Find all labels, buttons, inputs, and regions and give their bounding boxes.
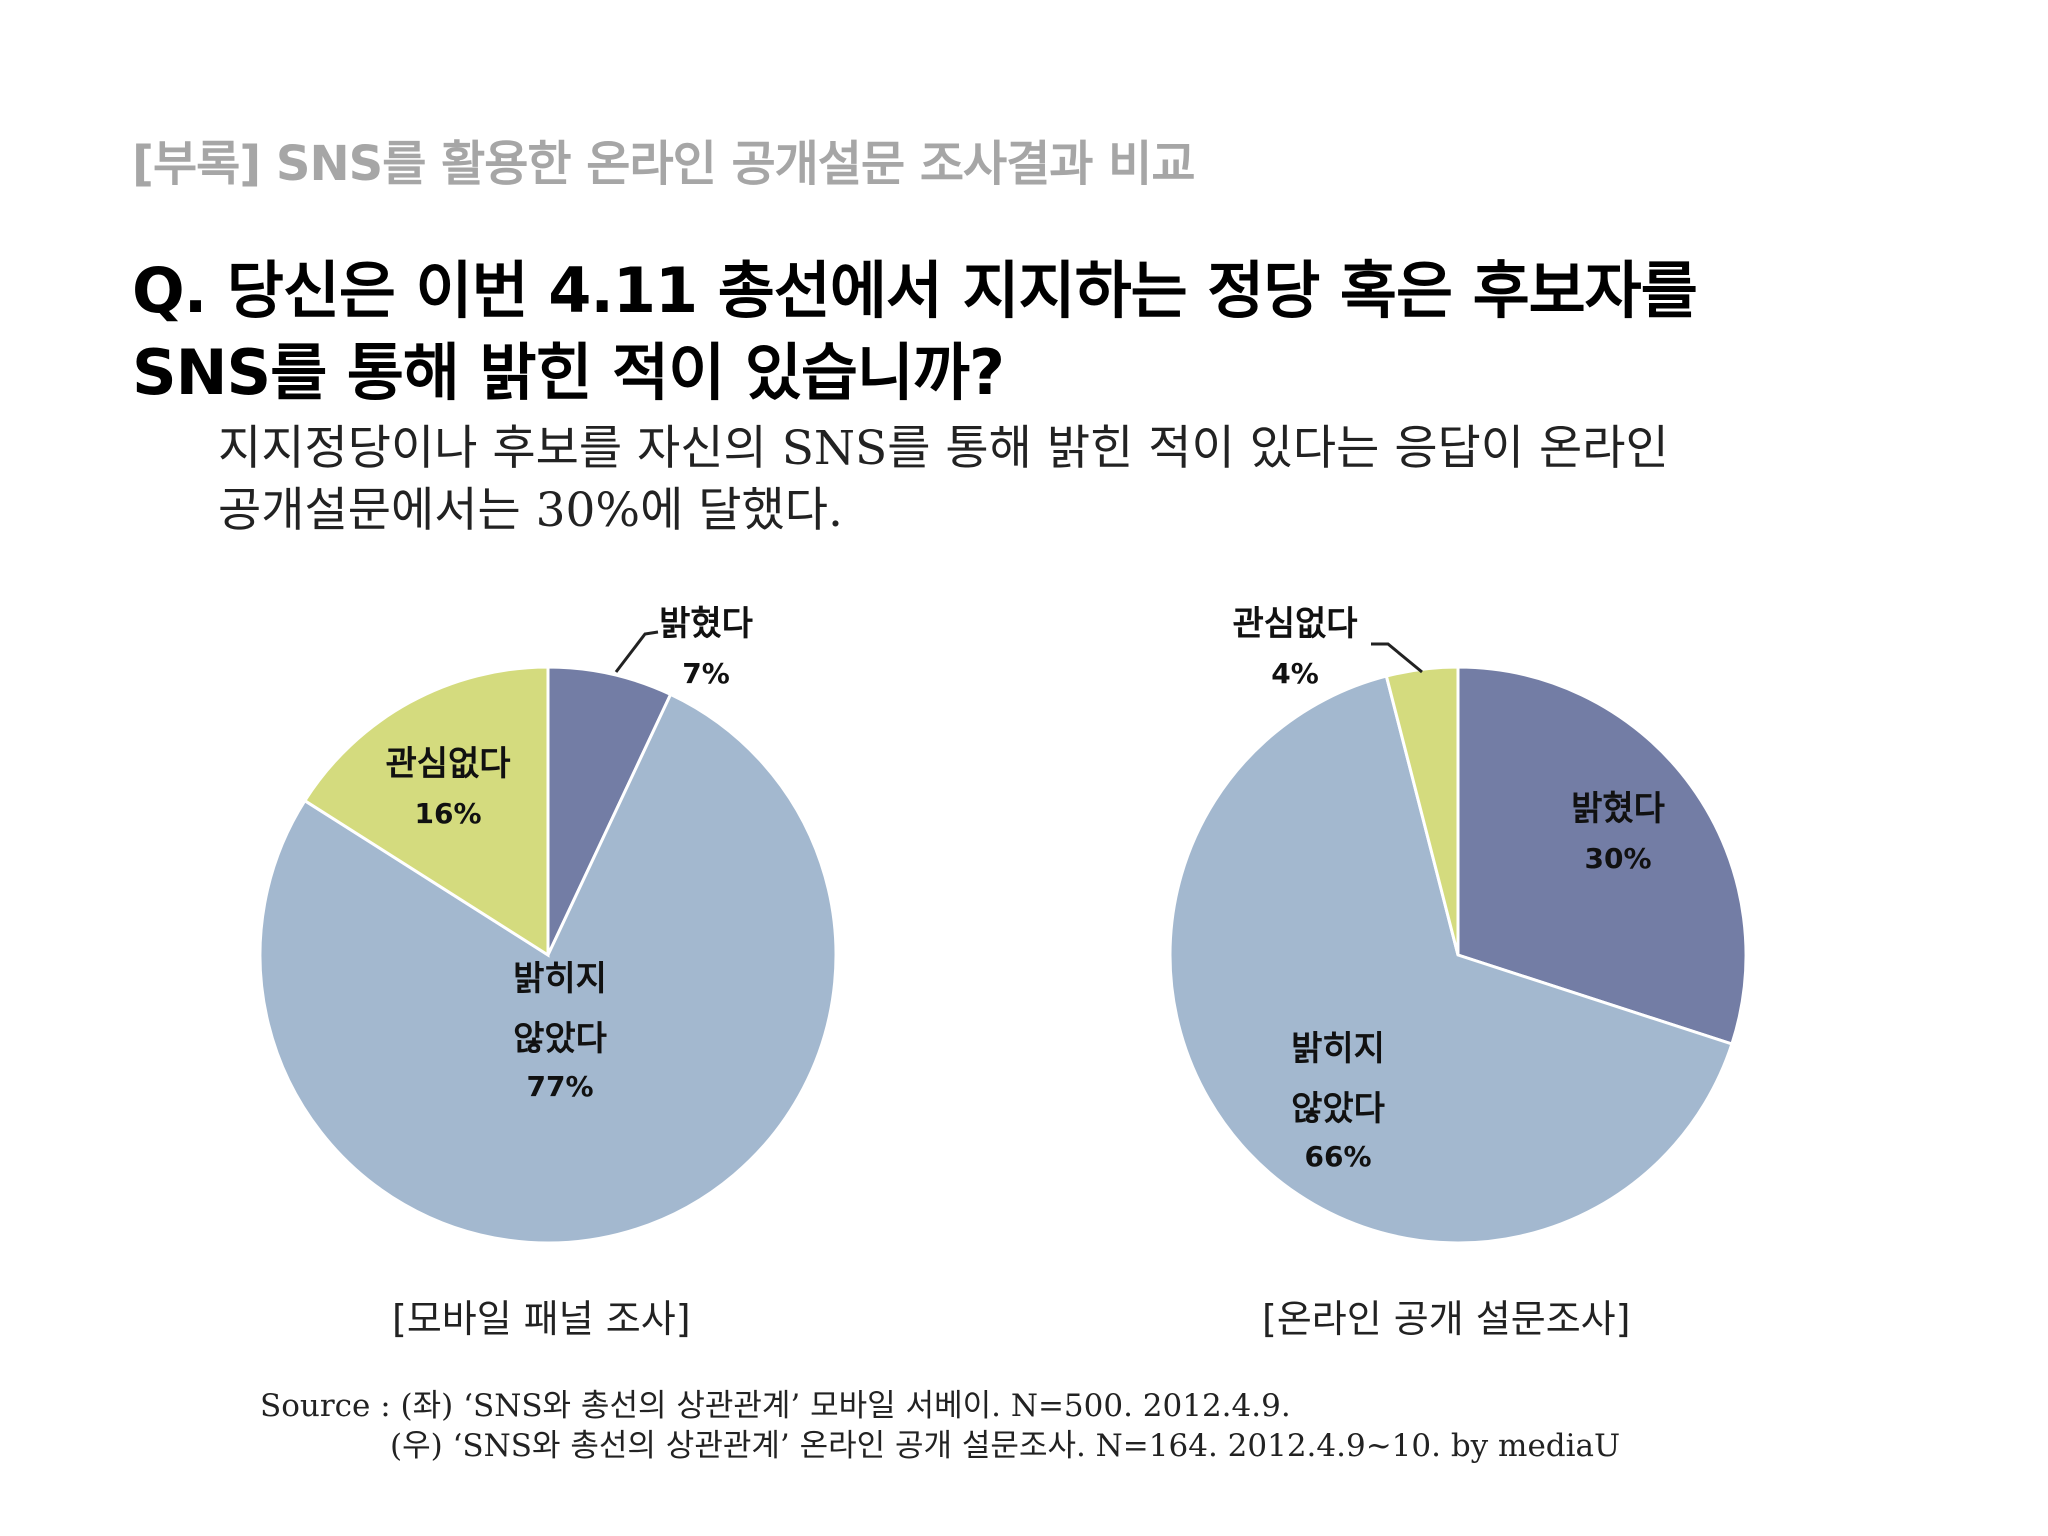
question-title: Q. 당신은 이번 4.11 총선에서 지지하는 정당 혹은 후보자를 SNS를…	[132, 250, 1932, 414]
slice-label: 관심없다	[385, 744, 510, 784]
slice-percent: 66%	[1304, 1140, 1371, 1173]
slice-percent: 4%	[1271, 657, 1319, 690]
answer-line-1: 지지정당이나 후보를 자신의 SNS를 통해 밝힌 적이 있다는 응답이 온라인	[218, 421, 1669, 476]
right-chart-caption: [온라인 공개 설문조사]	[1262, 1297, 1631, 1341]
question-line-2: SNS를 통해 밝힌 적이 있습니까?	[132, 336, 1005, 409]
slice-percent: 30%	[1584, 842, 1651, 875]
slice-label: 관심없다	[1232, 604, 1357, 644]
pie-slice	[1168, 674, 1734, 1245]
pie-slice	[302, 665, 550, 958]
pie-slice	[546, 665, 673, 956]
leader-line	[614, 630, 659, 673]
section-tag: [부록] SNS를 활용한 온라인 공개설문 조사결과 비교	[132, 136, 1195, 192]
question-line-1: Q. 당신은 이번 4.11 총선에서 지지하는 정당 혹은 후보자를	[132, 254, 1698, 327]
slice-label: 밝히지	[513, 959, 607, 999]
source-line-1: Source : (좌) ‘SNS와 총선의 상관관계’ 모바일 서베이. N=…	[260, 1388, 1291, 1424]
answer-line-2: 공개설문에서는 30%에 달했다.	[218, 483, 843, 538]
pie-slice	[1456, 665, 1748, 1046]
pie-slice	[258, 692, 838, 1245]
pie-slice	[1384, 665, 1460, 956]
source-line-2: (우) ‘SNS와 총선의 상관관계’ 온라인 공개 설문조사. N=164. …	[390, 1428, 1621, 1464]
slice-label: 밝혔다	[659, 604, 753, 644]
source-note: Source : (좌) ‘SNS와 총선의 상관관계’ 모바일 서베이. N=…	[260, 1386, 1620, 1466]
slice-label: 않았다	[513, 1019, 607, 1059]
slice-label: 않았다	[1291, 1089, 1385, 1129]
slice-percent: 16%	[414, 797, 481, 830]
leader-line	[1371, 642, 1423, 674]
left-chart-caption: [모바일 패널 조사]	[392, 1297, 691, 1341]
slice-label: 밝혔다	[1571, 789, 1665, 829]
answer-summary: 지지정당이나 후보를 자신의 SNS를 통해 밝힌 적이 있다는 응답이 온라인…	[218, 418, 1968, 542]
slice-percent: 7%	[682, 657, 730, 690]
slice-label: 밝히지	[1291, 1029, 1385, 1069]
slice-percent: 77%	[526, 1070, 593, 1103]
